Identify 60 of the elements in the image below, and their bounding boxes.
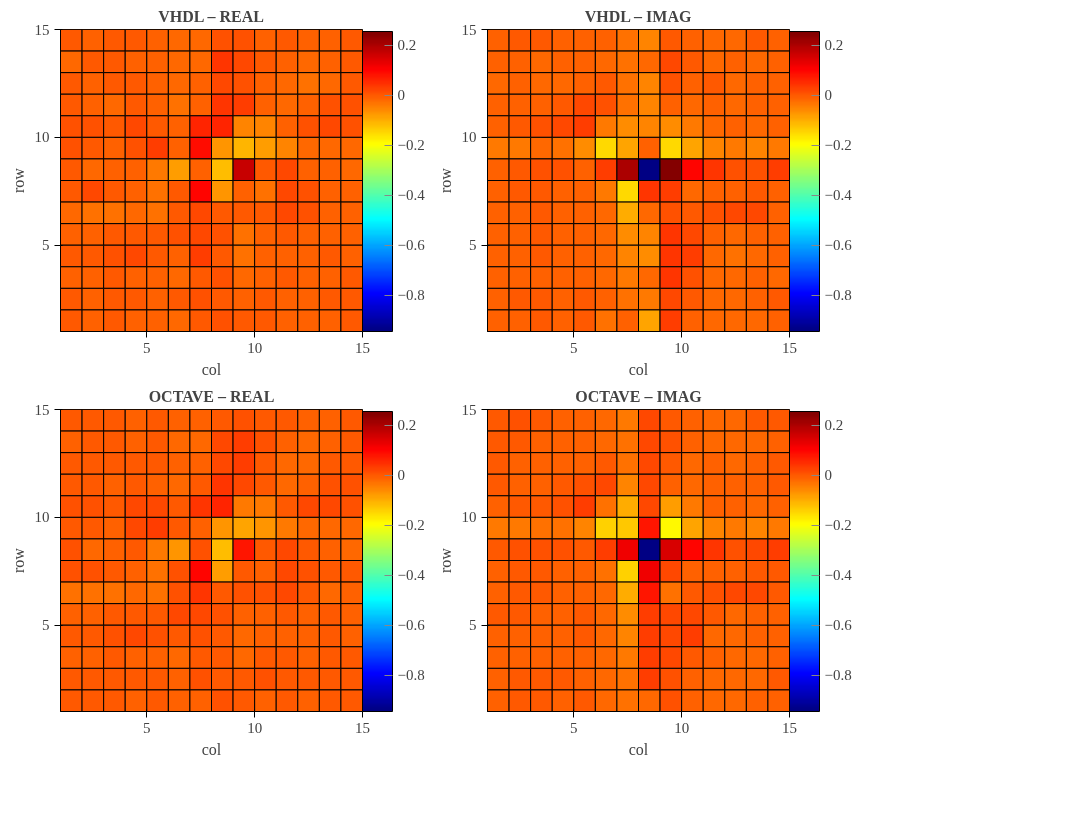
color-bar-label: −0.6 xyxy=(824,237,853,254)
x-tick-label: 5 xyxy=(143,339,151,356)
chart-title: OCTAVE – IMAG xyxy=(575,387,703,405)
chart-title: VHDL – IMAG xyxy=(584,7,692,25)
color-bar-label: −0.4 xyxy=(824,187,853,204)
y-tick-label: 5 xyxy=(42,237,50,254)
x-tick-label: 10 xyxy=(674,339,690,356)
y-tick-label: 5 xyxy=(469,617,477,634)
x-tick-label: 5 xyxy=(570,339,578,356)
x-tick-label: 15 xyxy=(355,339,370,356)
color-bar-label: −0.6 xyxy=(397,617,426,634)
y-tick-label: 15 xyxy=(34,401,50,418)
x-axis-title: col xyxy=(628,360,649,378)
x-axis-title: col xyxy=(201,740,222,758)
color-bar-label: 0.2 xyxy=(397,37,417,54)
y-tick-label: 5 xyxy=(42,617,50,634)
color-bar-label: 0 xyxy=(824,87,832,104)
color-bar-label: 0.2 xyxy=(824,37,844,54)
y-axis-title: row xyxy=(9,547,27,573)
color-bar-label: −0.6 xyxy=(824,617,853,634)
y-tick-label: 15 xyxy=(34,21,50,38)
y-axis-title: row xyxy=(436,167,454,193)
y-axis-title: row xyxy=(436,547,454,573)
x-tick-label: 5 xyxy=(143,719,151,736)
y-tick-label: 10 xyxy=(34,509,50,526)
color-bar-label: −0.8 xyxy=(397,667,425,684)
y-tick-label: 15 xyxy=(461,401,477,418)
y-tick-label: 5 xyxy=(469,237,477,254)
x-tick-label: 10 xyxy=(247,719,263,736)
x-tick-label: 5 xyxy=(570,719,578,736)
x-axis-title: col xyxy=(628,740,649,758)
chart-title: OCTAVE – REAL xyxy=(148,387,275,405)
color-bar-label: 0.2 xyxy=(824,417,844,434)
color-bar-label: −0.6 xyxy=(397,237,426,254)
color-bar-label: 0 xyxy=(824,467,832,484)
color-bar-label: −0.8 xyxy=(397,287,425,304)
y-tick-label: 10 xyxy=(461,509,477,526)
x-tick-label: 15 xyxy=(782,719,797,736)
y-axis-title: row xyxy=(9,167,27,193)
y-tick-label: 10 xyxy=(34,129,50,146)
color-bar-label: −0.8 xyxy=(824,667,852,684)
color-bar-label: −0.2 xyxy=(824,137,852,154)
color-bar-label: −0.8 xyxy=(824,287,852,304)
y-tick-label: 10 xyxy=(461,129,477,146)
color-bar-label: −0.2 xyxy=(397,137,425,154)
x-tick-label: 10 xyxy=(247,339,263,356)
x-tick-label: 15 xyxy=(355,719,370,736)
color-bar-label: 0 xyxy=(397,467,405,484)
x-tick-label: 15 xyxy=(782,339,797,356)
color-bar-label: −0.4 xyxy=(397,567,426,584)
color-bar-label: 0 xyxy=(397,87,405,104)
color-bar-label: −0.2 xyxy=(397,517,425,534)
x-axis-title: col xyxy=(201,360,222,378)
color-bar-label: 0.2 xyxy=(397,417,417,434)
color-bar-label: −0.4 xyxy=(397,187,426,204)
y-tick-label: 15 xyxy=(461,21,477,38)
color-bar-label: −0.2 xyxy=(824,517,852,534)
chart-title: VHDL – REAL xyxy=(158,7,264,25)
x-tick-label: 10 xyxy=(674,719,690,736)
color-bar-label: −0.4 xyxy=(824,567,853,584)
